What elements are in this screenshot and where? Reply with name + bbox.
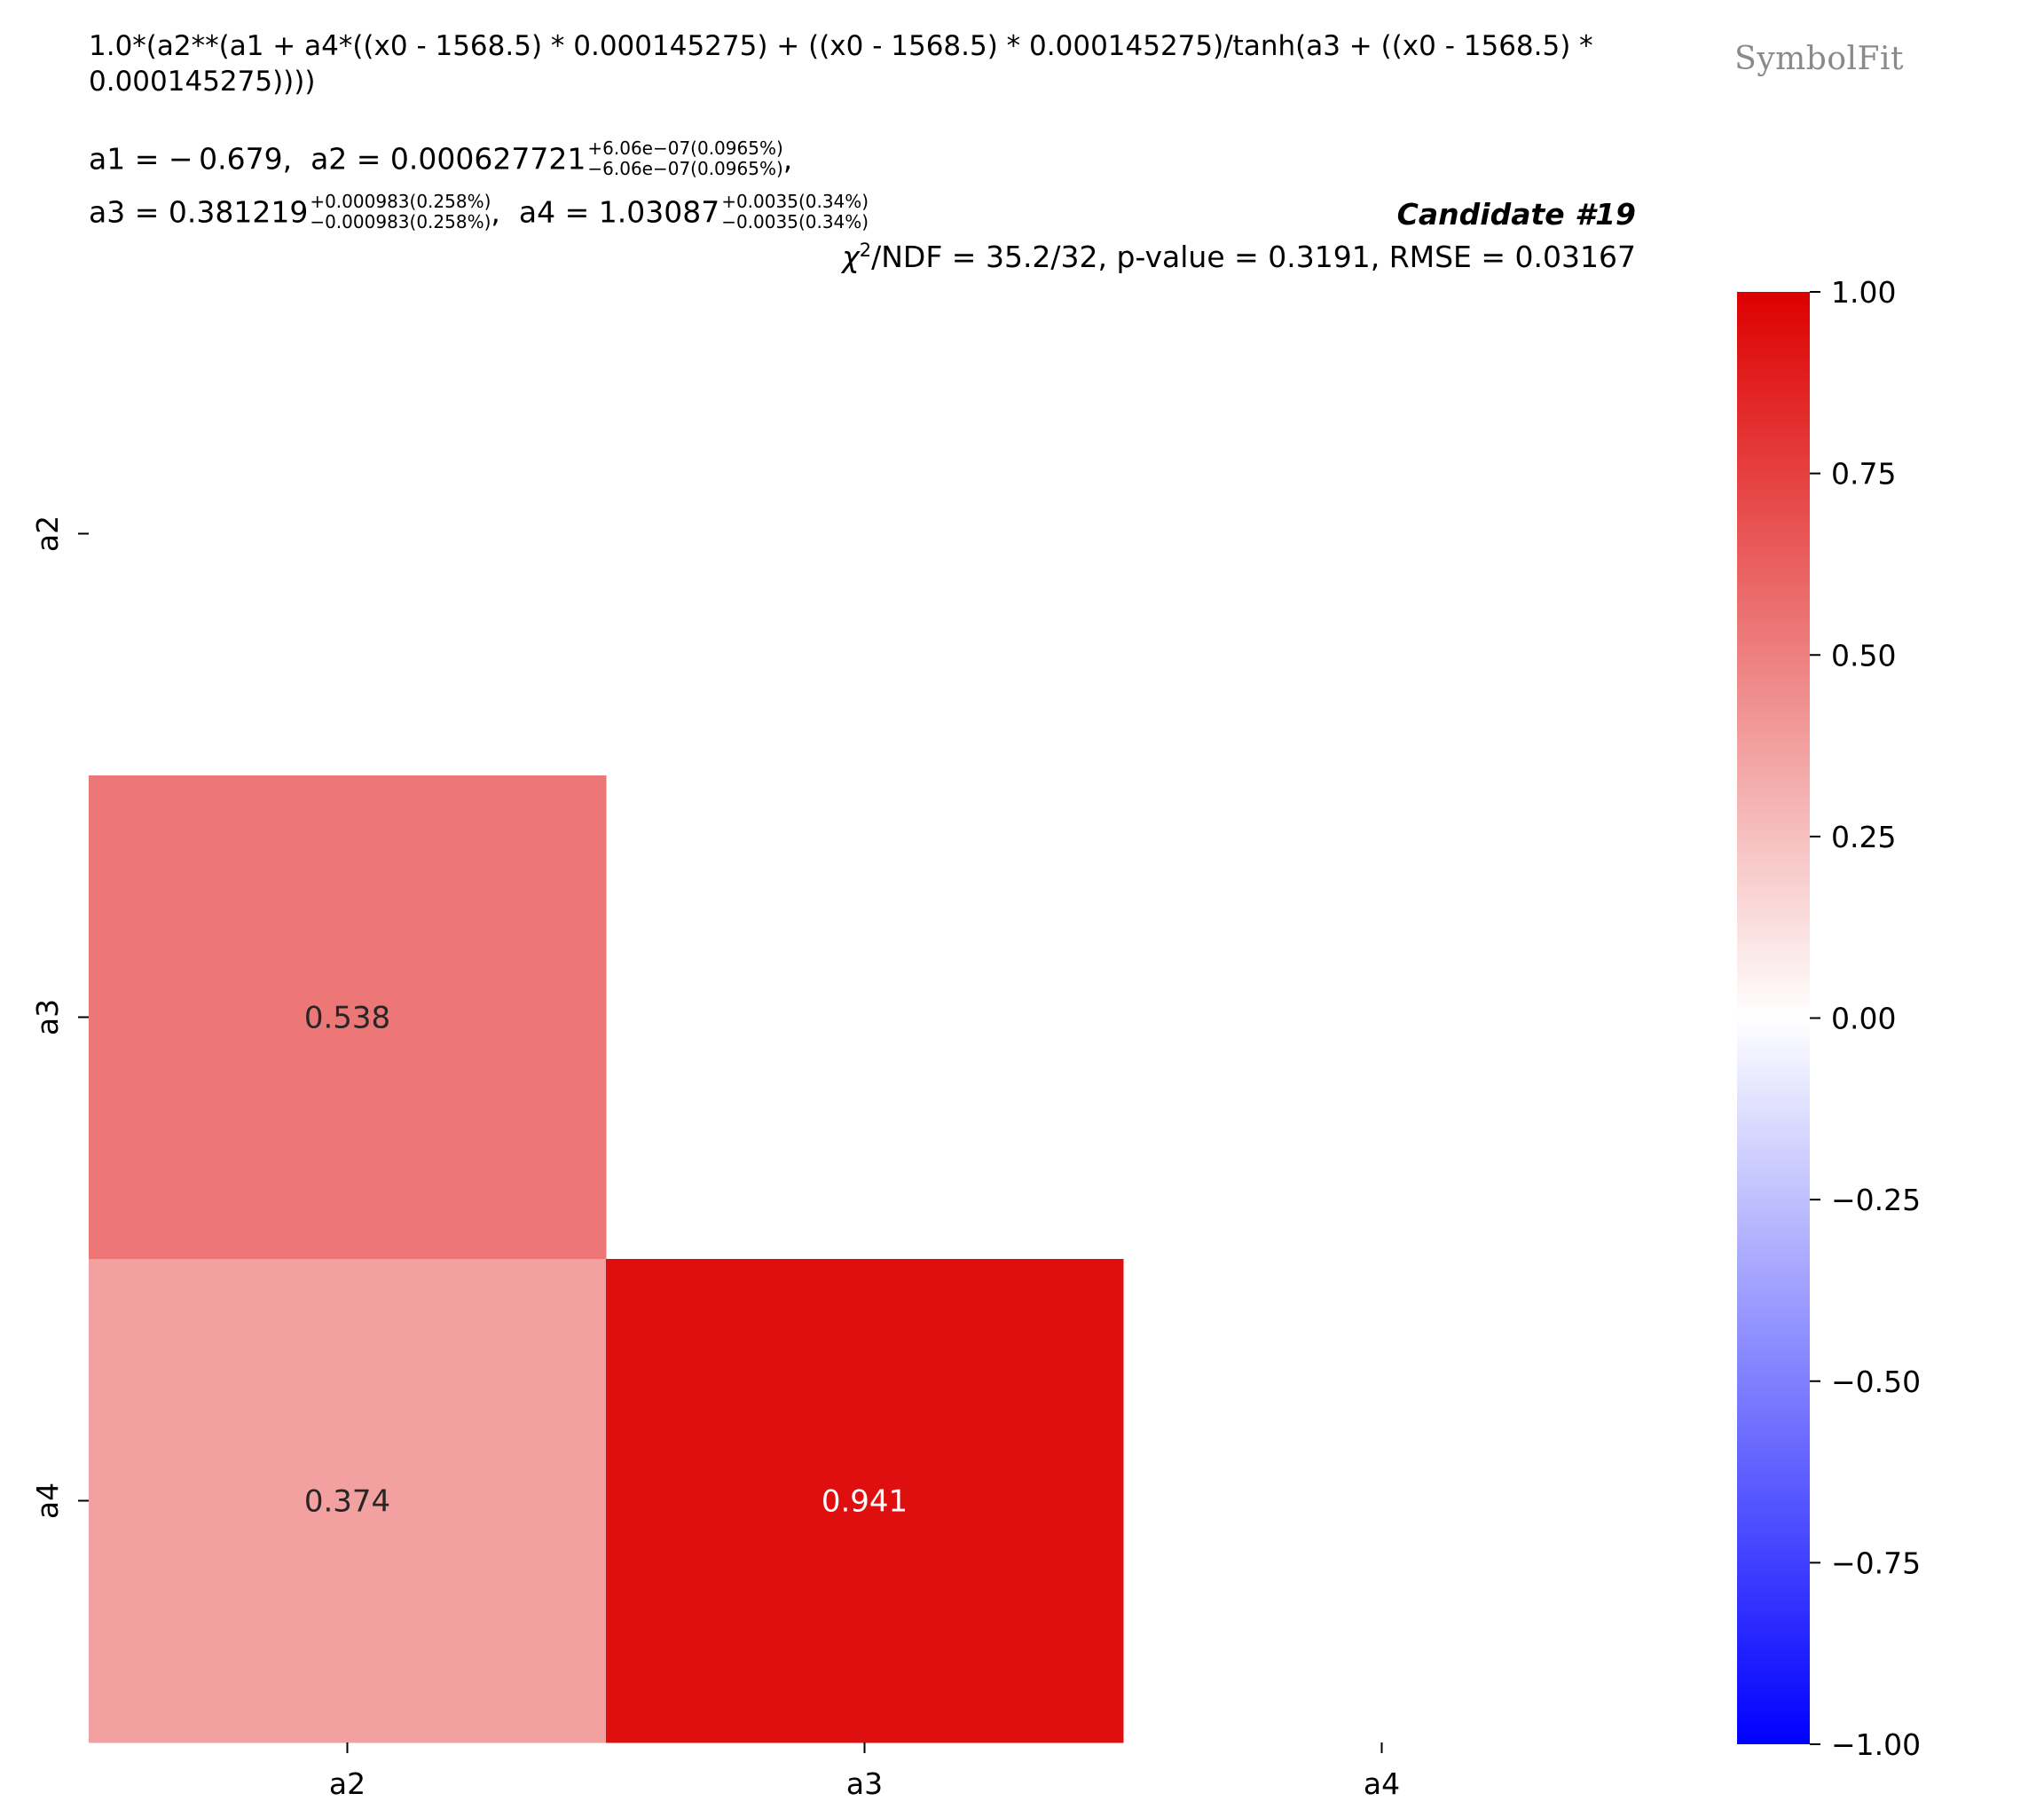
- y-tick-label-a4: a4: [30, 1483, 65, 1519]
- colorbar-tick-label: 0.25: [1831, 820, 1896, 854]
- colorbar-tick-label: 0.00: [1831, 1002, 1896, 1036]
- colorbar-tick-label: −0.50: [1831, 1365, 1921, 1399]
- x-tick-label-a4: a4: [1364, 1766, 1400, 1801]
- params-line-1: a1 = − 0.679, a2 = 0.000627721 +6.06e−07(…: [89, 138, 793, 179]
- y-tick-label-a2: a2: [30, 515, 65, 552]
- x-tick-label-a3: a3: [846, 1766, 883, 1801]
- param-a4-minus: −0.0035(0.34%): [721, 211, 869, 232]
- param-a1-label: a1: [89, 141, 126, 177]
- param-a4-plus: +0.0035(0.34%): [721, 191, 869, 212]
- candidate-title: Candidate #19: [1396, 197, 1636, 232]
- param-a3-minus: −0.000983(0.258%): [310, 211, 491, 232]
- heatmap-cell-a3-a2: [89, 775, 607, 1260]
- colorbar-ticks: 1.00 0.75 0.50 0.25 0.00 −0.25 −0.50 −0.75 −1.00: [1810, 275, 1921, 1762]
- chi-symbol: χ: [842, 240, 860, 274]
- x-axis: a2 a3 a4: [329, 1742, 1400, 1801]
- symbolfit-logo: SymbolFit: [1734, 41, 1904, 77]
- heatmap-cell-a4-a3: [606, 1259, 1124, 1743]
- param-a2-minus: −6.06e−07(0.0965%): [587, 158, 783, 179]
- fit-stats: χ2/NDF = 35.2/32, p-value = 0.3191, RMSE…: [842, 240, 1636, 274]
- param-a2-plus: +6.06e−07(0.0965%): [587, 138, 783, 159]
- y-tick-label-a3: a3: [30, 999, 65, 1035]
- colorbar-tick-label: 1.00: [1831, 275, 1896, 310]
- param-a3-value: 0.381219: [168, 194, 309, 230]
- param-a3-label: a3: [89, 194, 126, 230]
- param-a2-label: a2: [311, 141, 348, 177]
- fit-formula: 1.0*(a2**(a1 + a4*((x0 - 1568.5) * 0.000…: [89, 30, 1602, 98]
- colorbar-tick-label: −0.75: [1831, 1546, 1921, 1580]
- fit-stats-text: /NDF = 35.2/32, p-value = 0.3191, RMSE =…: [871, 240, 1636, 274]
- heatmap-cell-labels: 0.538 0.374 0.941: [304, 1001, 908, 1520]
- param-a2-value: 0.000627721: [389, 141, 586, 177]
- colorbar: [1737, 292, 1810, 1744]
- params-line-2: a3 = 0.381219 +0.000983(0.258%) −0.000983(…: [89, 191, 869, 232]
- param-a1-value: − 0.679: [168, 141, 283, 177]
- param-a4-label: a4: [518, 194, 556, 230]
- y-axis: a2 a3 a4: [30, 515, 89, 1519]
- param-a3-uncertainty: +0.000983(0.258%) −0.000983(0.258%): [310, 192, 491, 232]
- x-tick-label-a2: a2: [329, 1766, 366, 1801]
- chi-exponent: 2: [859, 240, 872, 261]
- param-a4-uncertainty: +0.0035(0.34%) −0.0035(0.34%): [721, 192, 869, 232]
- param-a3-plus: +0.000983(0.258%): [310, 191, 491, 212]
- colorbar-tick-label: −0.25: [1831, 1183, 1921, 1217]
- param-a4-value: 1.03087: [598, 194, 720, 230]
- colorbar-tick-label: 0.50: [1831, 638, 1896, 673]
- param-a2-uncertainty: +6.06e−07(0.0965%) −6.06e−07(0.0965%): [587, 138, 782, 179]
- colorbar-tick-label: 0.75: [1831, 457, 1896, 492]
- heatmap-cell-a4-a2: [89, 1259, 607, 1743]
- cell-value-label: 0.538: [304, 1001, 390, 1036]
- cell-value-label: 0.941: [822, 1484, 908, 1520]
- heatmap-cells: [89, 775, 1124, 1743]
- colorbar-tick-label: −1.00: [1831, 1727, 1921, 1762]
- cell-value-label: 0.374: [304, 1484, 390, 1520]
